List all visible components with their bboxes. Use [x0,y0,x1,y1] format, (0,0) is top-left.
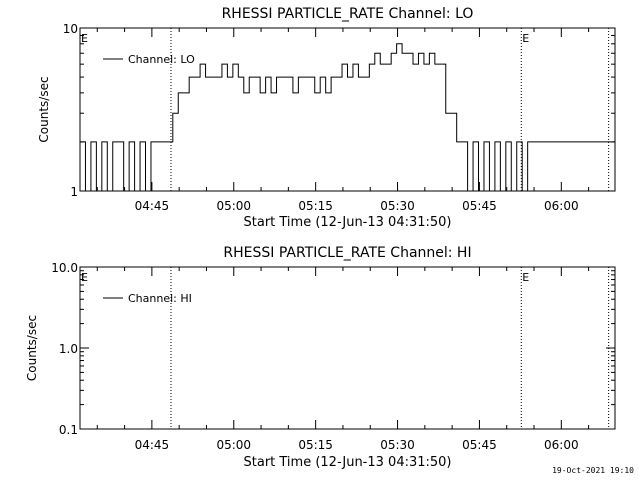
y-tick-label: 0.1 [59,423,78,437]
chart-title: RHESSI PARTICLE_RATE Channel: HI [223,245,471,261]
x-tick-label: 05:15 [298,199,333,213]
y-tick-label: 1.0 [59,342,78,356]
x-tick-label: 05:30 [380,199,415,213]
event-marker-label: E [81,32,88,45]
legend-label: Channel: HI [128,292,192,305]
x-axis-label: Start Time (12-Jun-13 04:31:50) [244,455,452,470]
chart-panel-1: RHESSI PARTICLE_RATE Channel: LO Start Ti… [37,6,615,230]
chart-title: RHESSI PARTICLE_RATE Channel: LO [222,6,474,22]
y-tick-label: 10.0 [51,261,78,275]
x-tick-label: 05:15 [298,438,333,452]
chart-panel-2: RHESSI PARTICLE_RATE Channel: HI Start Ti… [25,245,615,470]
x-tick-label: 06:00 [544,199,579,213]
x-tick-label: 06:00 [544,438,579,452]
x-axis-label: Start Time (12-Jun-13 04:31:50) [244,215,452,230]
y-axis-label: Counts/sec [25,315,39,381]
y-axis-label: Counts/sec [37,76,51,142]
footer-timestamp: 19-Oct-2021 19:10 [552,466,634,475]
event-marker-label: E [522,32,529,45]
event-marker-label: E [81,271,88,284]
x-tick-label: 05:00 [216,438,251,452]
x-tick-label: 05:00 [216,199,251,213]
x-tick-label: 05:45 [462,199,497,213]
x-tick-label: 04:45 [135,438,170,452]
x-tick-label: 05:30 [380,438,415,452]
legend-label: Channel: LO [128,53,195,66]
y-tick-label: 10 [63,22,78,36]
y-tick-label: 1 [70,185,78,199]
x-tick-label: 05:45 [462,438,497,452]
event-marker-label: E [522,271,529,284]
x-tick-label: 04:45 [135,199,170,213]
